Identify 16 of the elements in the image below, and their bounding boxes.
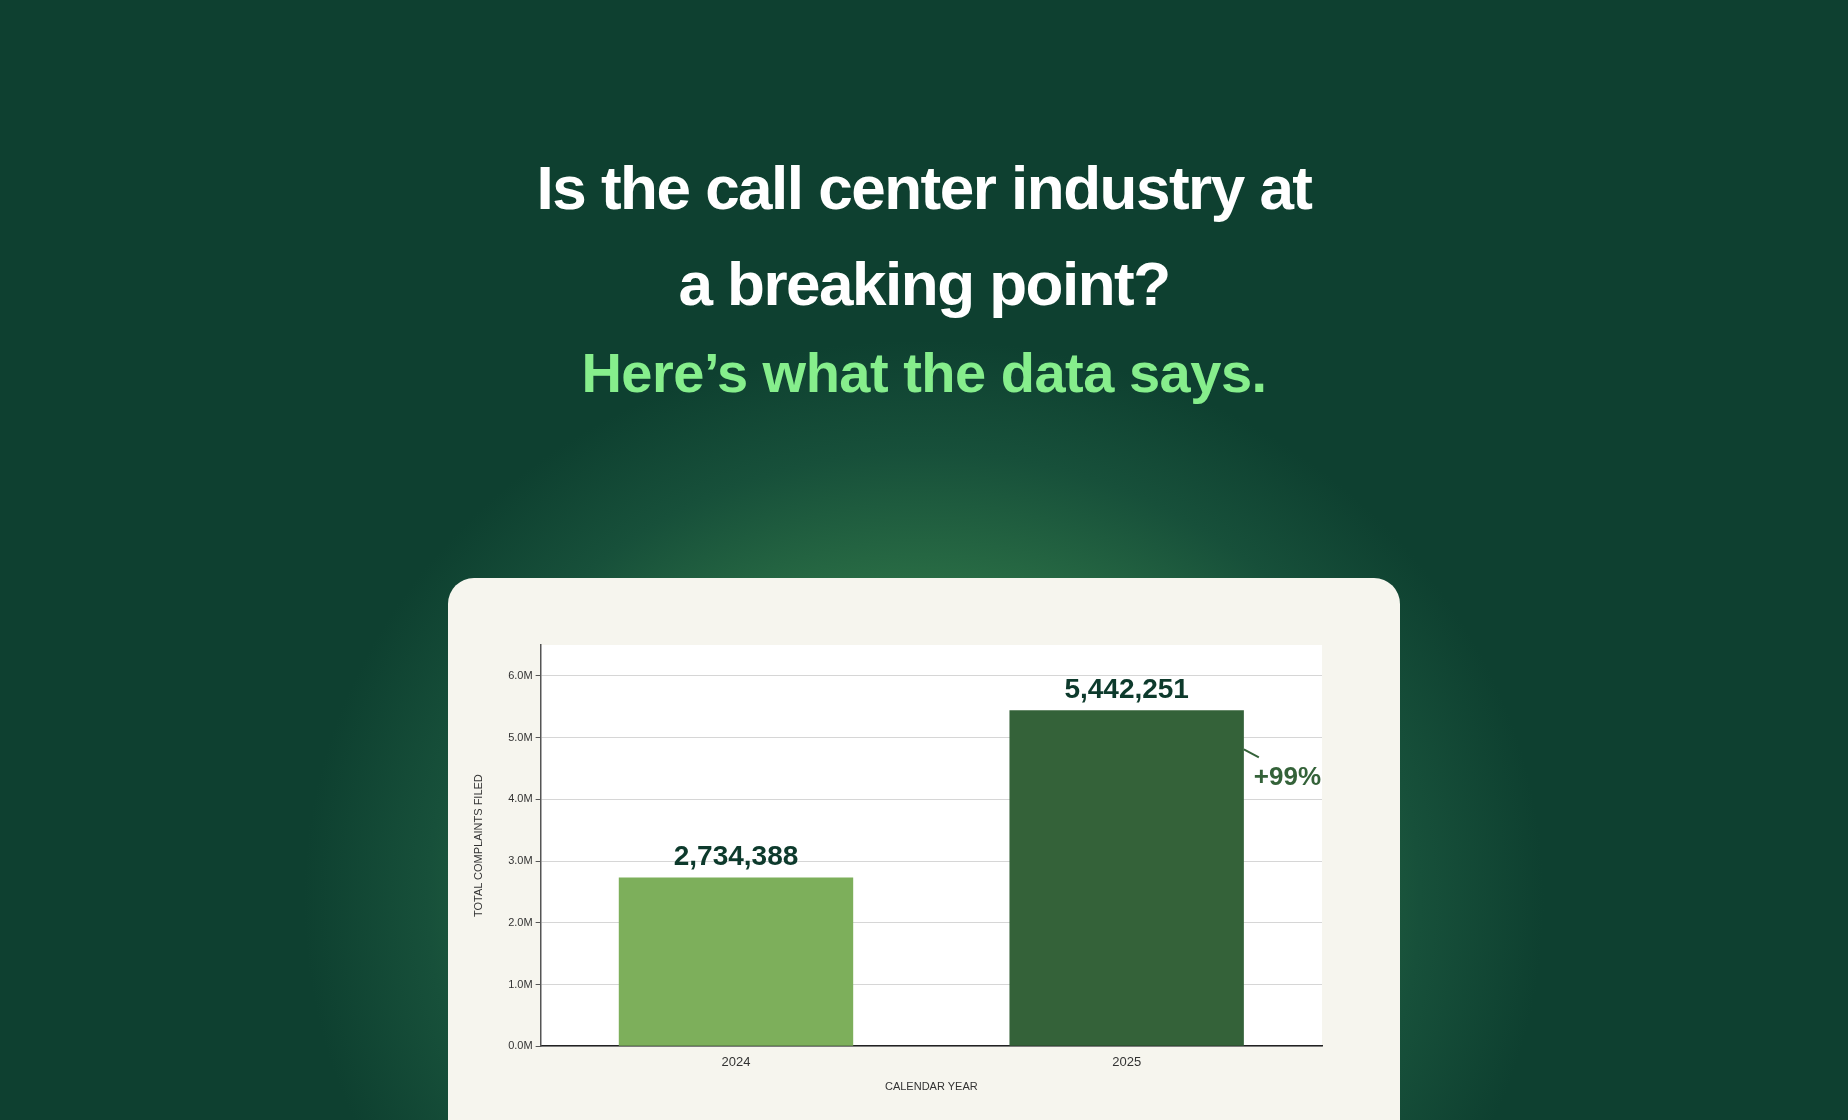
annotation: +99% [1253,760,1322,791]
y-tick-label: 6.0M [508,668,533,681]
data-label: 5,442,251 [1064,673,1189,705]
y-tick-label: 1.0M [508,977,533,990]
x-axis-title: CALENDAR YEAR [884,1080,978,1093]
x-tick-label: 2024 [721,1053,751,1069]
chart-title: Is the call center industry at a breaking point? [535,152,1313,320]
y-tick-label: 5.0M [508,730,533,743]
y-tick-label: 2.0M [508,915,533,928]
y-tick-label: 4.0M [508,792,533,805]
x-tick-label: 2025 [1112,1053,1142,1069]
chart-subtitle: Here’s what the data says. [580,340,1268,405]
y-tick-label: 0.0M [508,1039,533,1052]
y-tick-label: 3.0M [508,854,533,867]
data-label: 2,734,388 [673,840,799,872]
y-axis-title: TOTAL COMPLAINTS FILED [471,774,484,918]
